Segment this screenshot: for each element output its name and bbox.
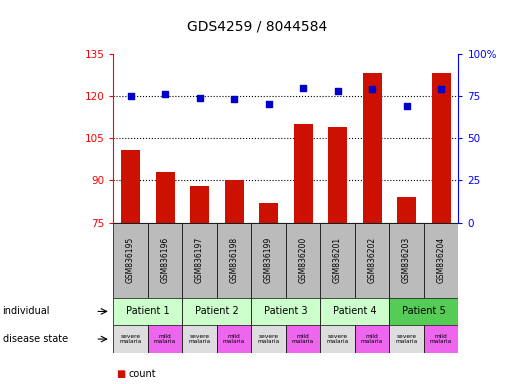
Point xyxy=(230,96,238,103)
Bar xyxy=(148,223,182,298)
Text: mild
malaria: mild malaria xyxy=(430,334,452,344)
Text: count: count xyxy=(129,369,157,379)
Text: individual: individual xyxy=(3,306,50,316)
Bar xyxy=(286,223,320,298)
Bar xyxy=(148,325,182,353)
Text: severe
malaria: severe malaria xyxy=(258,334,280,344)
Text: GSM836199: GSM836199 xyxy=(264,237,273,283)
Point xyxy=(334,88,342,94)
Bar xyxy=(389,298,458,325)
Bar xyxy=(424,325,458,353)
Bar xyxy=(251,325,286,353)
Bar xyxy=(182,298,251,325)
Bar xyxy=(286,325,320,353)
Point xyxy=(196,94,204,101)
Bar xyxy=(251,223,286,298)
Bar xyxy=(113,298,182,325)
Text: Patient 2: Patient 2 xyxy=(195,306,238,316)
Bar xyxy=(217,325,251,353)
Bar xyxy=(320,298,389,325)
Bar xyxy=(355,223,389,298)
Bar xyxy=(355,325,389,353)
Text: Patient 5: Patient 5 xyxy=(402,306,445,316)
Text: GSM836196: GSM836196 xyxy=(161,237,169,283)
Text: severe
malaria: severe malaria xyxy=(119,334,142,344)
Bar xyxy=(251,298,320,325)
Text: GSM836204: GSM836204 xyxy=(437,237,445,283)
Bar xyxy=(225,180,244,223)
Text: Patient 3: Patient 3 xyxy=(264,306,307,316)
Bar xyxy=(121,149,140,223)
Text: mild
malaria: mild malaria xyxy=(154,334,176,344)
Bar xyxy=(389,325,424,353)
Text: mild
malaria: mild malaria xyxy=(292,334,314,344)
Bar xyxy=(432,73,451,223)
Text: severe
malaria: severe malaria xyxy=(396,334,418,344)
Bar xyxy=(363,73,382,223)
Text: disease state: disease state xyxy=(3,334,67,344)
Text: GSM836200: GSM836200 xyxy=(299,237,307,283)
Bar xyxy=(320,223,355,298)
Bar xyxy=(182,325,217,353)
Text: Patient 1: Patient 1 xyxy=(126,306,169,316)
Point xyxy=(161,91,169,98)
Text: severe
malaria: severe malaria xyxy=(188,334,211,344)
Bar xyxy=(113,325,148,353)
Bar xyxy=(320,325,355,353)
Text: severe
malaria: severe malaria xyxy=(327,334,349,344)
Point xyxy=(403,103,411,109)
Text: Patient 4: Patient 4 xyxy=(333,306,376,316)
Bar xyxy=(190,186,209,223)
Text: GSM836197: GSM836197 xyxy=(195,237,204,283)
Text: GSM836195: GSM836195 xyxy=(126,237,135,283)
Bar xyxy=(182,223,217,298)
Point xyxy=(368,86,376,92)
Text: GSM836198: GSM836198 xyxy=(230,237,238,283)
Bar xyxy=(156,172,175,223)
Bar xyxy=(397,197,416,223)
Bar xyxy=(389,223,424,298)
Text: mild
malaria: mild malaria xyxy=(223,334,245,344)
Text: GSM836201: GSM836201 xyxy=(333,237,342,283)
Bar xyxy=(328,127,347,223)
Text: GSM836202: GSM836202 xyxy=(368,237,376,283)
Text: mild
malaria: mild malaria xyxy=(361,334,383,344)
Point xyxy=(265,101,273,108)
Bar xyxy=(217,223,251,298)
Bar xyxy=(424,223,458,298)
Point xyxy=(437,86,445,92)
Text: ■: ■ xyxy=(116,369,125,379)
Bar xyxy=(113,223,148,298)
Bar xyxy=(294,124,313,223)
Text: GDS4259 / 8044584: GDS4259 / 8044584 xyxy=(187,19,328,33)
Point xyxy=(126,93,134,99)
Text: GSM836203: GSM836203 xyxy=(402,237,411,283)
Bar xyxy=(259,203,278,223)
Point xyxy=(299,84,307,91)
